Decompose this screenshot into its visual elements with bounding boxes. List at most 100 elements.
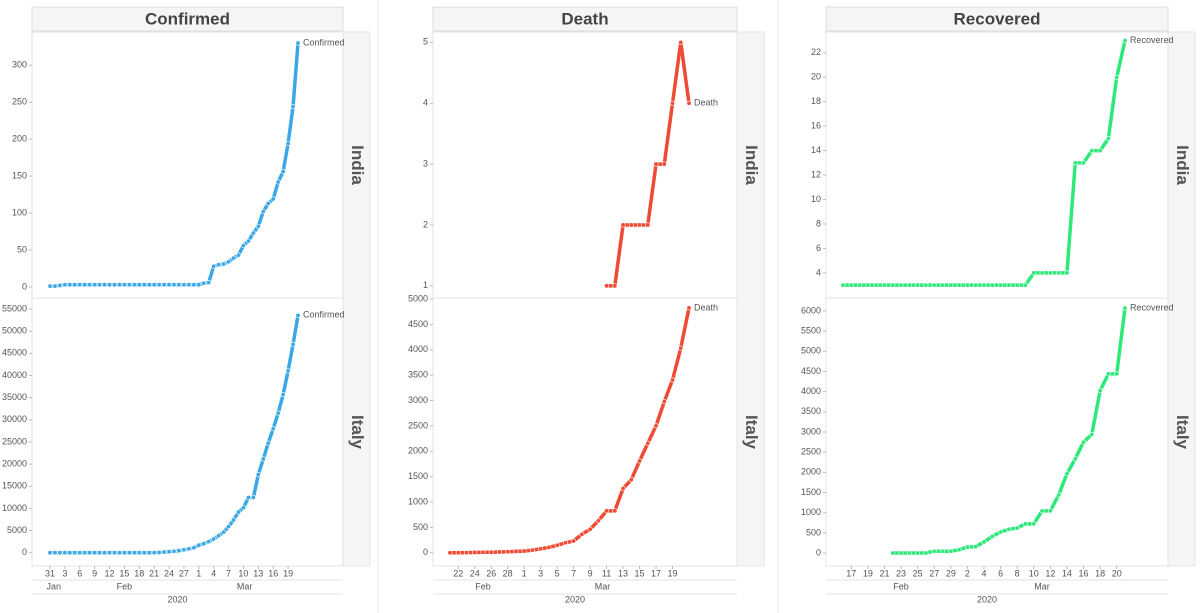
year-label: 2020 (565, 594, 585, 604)
data-point (989, 533, 995, 539)
x-tick-label: 19 (863, 568, 873, 578)
y-tick-label: 10000 (2, 503, 27, 513)
y-tick-label: 3000 (801, 426, 821, 436)
data-point (72, 550, 78, 556)
y-tick-label: 3000 (408, 395, 428, 405)
y-tick-label: 300 (12, 60, 27, 70)
data-point (981, 282, 987, 288)
data-point (1089, 431, 1095, 437)
end-label: Recovered (1130, 302, 1174, 312)
data-point (1056, 492, 1062, 498)
data-point (670, 100, 676, 106)
data-point (973, 282, 979, 288)
x-tick-label: 4 (211, 568, 216, 578)
y-tick-label: 250 (12, 97, 27, 107)
data-point (211, 263, 217, 269)
data-point (231, 255, 237, 261)
data-point (280, 169, 286, 175)
y-tick-label: 8 (816, 218, 821, 228)
data-point (1056, 270, 1062, 276)
x-tick-label: 16 (1079, 568, 1089, 578)
x-tick-label: 6 (998, 568, 1003, 578)
row-strip (736, 31, 765, 567)
data-point (121, 282, 127, 288)
data-point (270, 196, 276, 202)
data-point (201, 541, 207, 547)
data-point (587, 526, 593, 532)
row-label: India (742, 145, 761, 185)
data-point (265, 200, 271, 206)
data-point (604, 508, 610, 514)
x-tick-label: 13 (618, 568, 628, 578)
data-point (1039, 270, 1045, 276)
data-point (604, 283, 610, 289)
x-tick-label: 7 (571, 568, 576, 578)
month-label: Feb (893, 581, 909, 591)
data-point (653, 161, 659, 167)
data-point (1081, 439, 1087, 445)
data-point (82, 550, 88, 556)
data-point (250, 495, 256, 501)
data-point (521, 548, 527, 554)
data-point (126, 282, 132, 288)
data-point (890, 282, 896, 288)
data-point (571, 538, 577, 544)
x-tick-label: 3 (538, 568, 543, 578)
data-point (1072, 456, 1078, 462)
year-label: 2020 (167, 594, 187, 604)
x-tick-label: 27 (929, 568, 939, 578)
data-point (52, 550, 58, 556)
data-point (973, 544, 979, 550)
data-point (295, 40, 301, 46)
data-point (250, 230, 256, 236)
data-point (678, 345, 684, 351)
y-tick-label: 0 (423, 547, 428, 557)
y-tick-label: 2000 (408, 446, 428, 456)
data-point (1122, 38, 1128, 44)
data-point (166, 282, 172, 288)
panel-frame (432, 297, 738, 567)
data-point (235, 509, 241, 515)
y-tick-label: 100 (12, 207, 27, 217)
x-tick-label: 19 (668, 568, 678, 578)
data-point (92, 550, 98, 556)
data-point (82, 282, 88, 288)
x-tick-label: 24 (164, 568, 174, 578)
data-point (480, 549, 486, 555)
data-point (260, 209, 266, 215)
data-point (92, 282, 98, 288)
y-tick-label: 18 (811, 96, 821, 106)
data-point (57, 550, 63, 556)
data-point (579, 531, 585, 537)
data-point (136, 550, 142, 556)
data-point (678, 39, 684, 45)
data-point (151, 550, 157, 556)
data-point (595, 518, 601, 524)
data-point (981, 539, 987, 545)
data-point (97, 550, 103, 556)
data-point (221, 529, 227, 535)
y-tick-label: 4000 (408, 344, 428, 354)
row-label: India (348, 145, 367, 185)
x-tick-label: 28 (503, 568, 513, 578)
data-point (1039, 508, 1045, 514)
data-point (201, 280, 207, 286)
data-point (136, 282, 142, 288)
data-point (873, 282, 879, 288)
data-point (107, 282, 113, 288)
data-point (226, 259, 232, 265)
y-tick-label: 1000 (801, 507, 821, 517)
data-point (146, 282, 152, 288)
data-point (1047, 270, 1053, 276)
data-point (226, 524, 232, 530)
data-point (637, 222, 643, 228)
data-point (472, 549, 478, 555)
data-point (77, 282, 83, 288)
y-tick-label: 0 (22, 547, 27, 557)
data-point (463, 550, 469, 556)
month-label: Feb (475, 581, 491, 591)
data-point (156, 549, 162, 555)
x-tick-label: 18 (1095, 568, 1105, 578)
x-tick-label: 21 (149, 568, 159, 578)
data-point (1014, 525, 1020, 531)
